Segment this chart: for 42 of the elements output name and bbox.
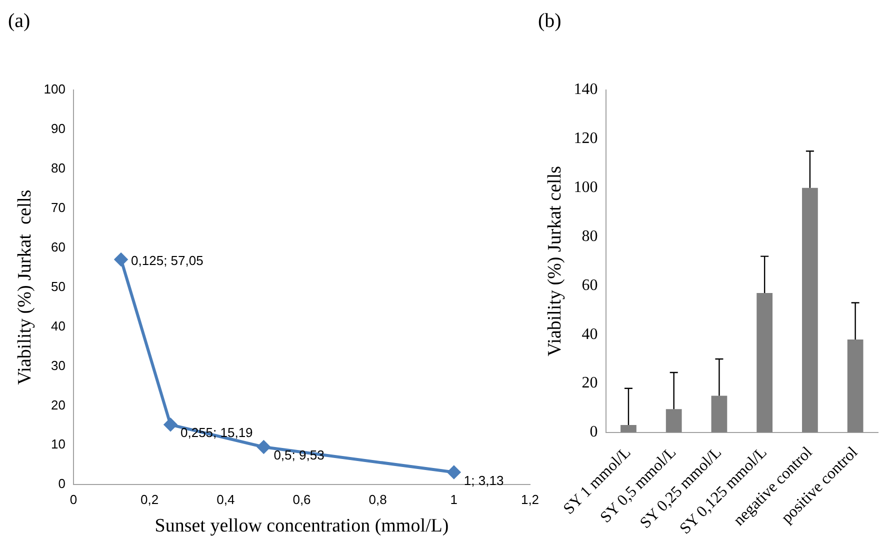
y-tick-label: 20 [51, 397, 66, 412]
chart-title: (b) [538, 10, 562, 33]
data-label: 1; 3,13 [464, 472, 504, 488]
chart-title: (a) [8, 10, 30, 33]
x-tick-label: 0,6 [292, 492, 311, 507]
y-tick-label: 80 [51, 160, 66, 176]
x-tick-label: 0,8 [368, 492, 387, 507]
y-tick-label: 100 [574, 179, 598, 196]
y-tick-label: 10 [51, 436, 66, 452]
y-tick-label: 0 [590, 424, 598, 441]
x-tick-label: 0,2 [140, 492, 159, 507]
data-label: 0,125; 57,05 [131, 253, 204, 268]
y-tick-label: 70 [51, 200, 66, 215]
y-tick-label: 60 [51, 239, 66, 254]
point [114, 252, 128, 266]
point [164, 418, 177, 432]
y-tick-label: 120 [574, 130, 598, 148]
y-tick-label: 140 [574, 81, 598, 98]
point [257, 440, 270, 454]
bar [802, 188, 818, 432]
bar [620, 425, 636, 432]
y-tick-label: 40 [582, 326, 598, 343]
bar [666, 409, 682, 432]
y-tick-label: 60 [582, 276, 598, 294]
bar [756, 292, 773, 432]
point [447, 466, 460, 479]
x-tick-label: 0,4 [216, 492, 235, 507]
y-tick-label: 50 [51, 278, 66, 294]
y-tick-label: 40 [51, 318, 66, 334]
y-axis-title: Viability (%) Jurkat cells [14, 190, 36, 385]
x-tick-label: 1,2 [520, 492, 540, 507]
y-tick-label: 30 [51, 358, 66, 373]
bar [847, 339, 864, 432]
y-tick-label: 20 [582, 374, 598, 392]
y-tick-label: 80 [582, 228, 598, 245]
bar [711, 396, 728, 432]
y-axis-title: Viability (%) Jurkat cells [544, 166, 566, 356]
x-tick-label: 1 [450, 492, 458, 507]
y-tick-label: 100 [44, 82, 66, 97]
x-axis-title: Sunset yellow concentration (mmol/L) [154, 516, 449, 537]
x-tick-label: 0 [70, 492, 78, 507]
y-tick-label: 90 [51, 121, 66, 136]
